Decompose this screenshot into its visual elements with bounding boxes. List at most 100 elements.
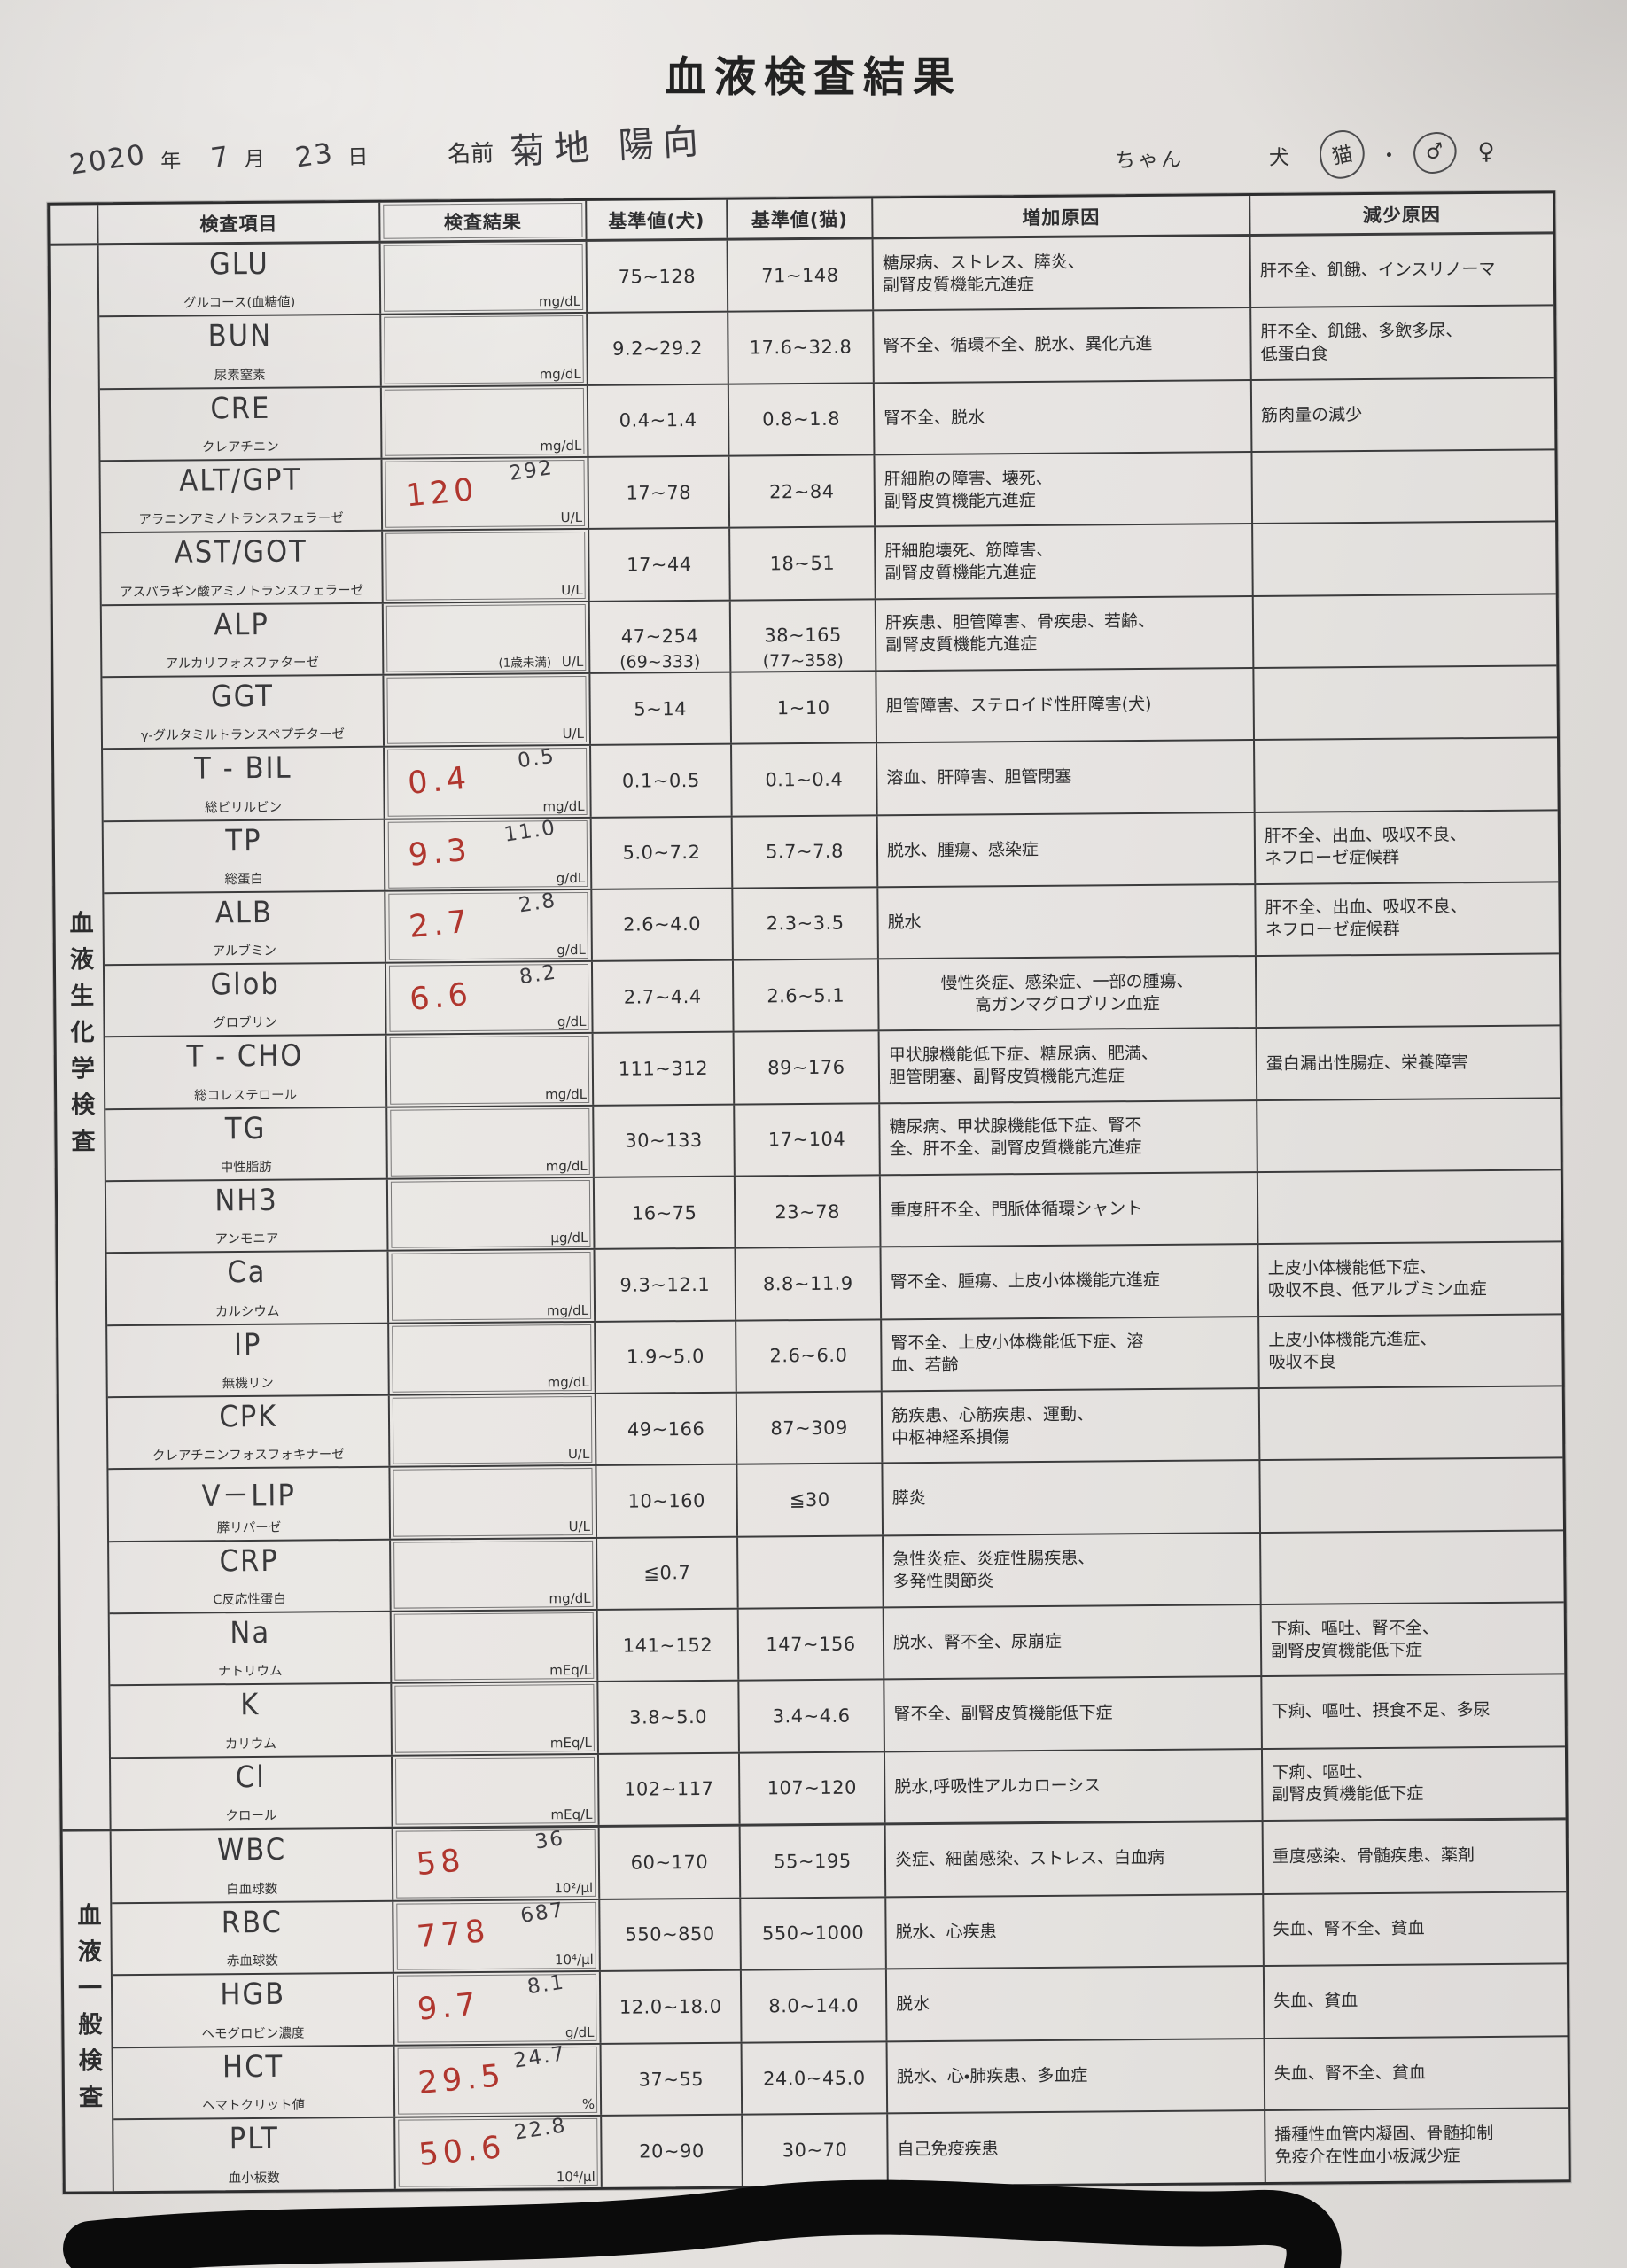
ref-cat-main: 18~51 (769, 552, 836, 575)
test-name: 中性脂肪 (220, 1160, 272, 1176)
test-item-cell: TP 総蛋白 (103, 819, 386, 893)
ref-range-cat-cell: 18~51 (730, 527, 876, 600)
table-body: 血液生化学検査 GLU グルコース(血糖値) mg/dL 75~128 71~1… (50, 234, 1569, 2192)
unit: mg/dL (547, 1373, 589, 1391)
increase-cause: 膵炎 (883, 1461, 1262, 1534)
ref-cat-main: 0.1~0.4 (765, 768, 844, 791)
ref-dog-main: 1.9~5.0 (626, 1346, 705, 1368)
ref-dog-main: 75~128 (618, 265, 697, 288)
test-name: 尿素窒素 (214, 368, 266, 383)
ref-dog-main: 9.2~29.2 (612, 337, 703, 360)
ref-cat-main: 30~70 (782, 2139, 848, 2162)
ref-dog-main: 5~14 (634, 697, 688, 720)
test-abbr: T - BIL (193, 750, 292, 787)
decrease-cause: 肝不全、飢餓、インスリノーマ (1259, 259, 1496, 282)
unit: mg/dL (542, 797, 585, 814)
unit: 10⁴/μl (554, 1952, 594, 1969)
month-label: 月 (244, 147, 266, 172)
decrease-cause: 下痢、嘔吐、腎不全、 副腎皮質機能低下症 (1270, 1617, 1439, 1661)
test-item-cell: RBC 赤血球数 (112, 1901, 394, 1975)
ref-range-dog-cell: 0.4~1.4 (588, 384, 730, 456)
test-item-cell: ALT/GPT アラニンアミノトランスフェラーゼ (100, 459, 384, 532)
ref-range-dog-cell: 20~90 (602, 2116, 743, 2187)
name-label: 名前 (447, 140, 494, 168)
result-cell: 9.3 11.0 g/dL (385, 816, 593, 890)
test-abbr: T - CHO (186, 1038, 304, 1076)
decrease-cause: 播種性血管内凝固、骨髄抑制 免疫介在性血小板減少症 (1274, 2124, 1494, 2168)
date-month-value: 7 (208, 140, 233, 175)
test-abbr: GLU (208, 246, 269, 283)
ref-range-dog-cell: 47~254 (69~333) (589, 601, 732, 672)
unit-label: U/L (556, 726, 584, 742)
test-name: 総蛋白 (224, 872, 264, 887)
result-value-handwritten-black: 36 (533, 1826, 566, 1854)
ref-cat-main: 22~84 (768, 480, 835, 502)
ref-dog-main: 30~133 (625, 1130, 703, 1153)
increase-cause: 肝細胞壊死、筋障害、 副腎皮質機能亢進症 (876, 524, 1254, 598)
result-value-handwritten-red: 120 (404, 471, 480, 515)
result-cell: U/L (389, 1394, 597, 1467)
unit: mg/dL (544, 1085, 588, 1103)
ref-dog-main: 5.0~7.2 (622, 842, 701, 864)
unit: U/L (561, 581, 583, 598)
ref-range-cat-cell: 55~195 (740, 1825, 887, 1898)
test-abbr: ALT/GPT (179, 462, 302, 499)
unit: g/dL (556, 869, 586, 887)
table-row: AST/GOT アスパラギン酸アミノトランスフェラーゼ U/L 17~44 18… (101, 522, 1556, 606)
test-name: クレアチニン (201, 439, 279, 455)
test-name: カルシウム (214, 1304, 280, 1319)
result-cell: 0.4 0.5 mg/dL (385, 745, 592, 819)
unit-label: U/L (562, 1446, 590, 1462)
test-abbr: V－LIP (201, 1479, 296, 1515)
ref-dog-main: 0.1~0.5 (621, 769, 700, 792)
ref-range-dog-cell: 12.0~18.0 (600, 1970, 743, 2043)
increase-cause: 炎症、細菌感染、ストレス、白血病 (885, 1821, 1265, 1896)
ref-cat-main: 71~148 (761, 264, 839, 287)
ref-range-cat-cell: 24.0~45.0 (742, 2042, 889, 2115)
result-cell: 778 687 10⁴/μl (393, 1898, 601, 1972)
ref-range-dog-cell: 1.9~5.0 (596, 1321, 737, 1393)
decrease-cause (1260, 1386, 1563, 1459)
ref-range-cat-cell: 0.8~1.8 (728, 384, 876, 455)
ref-range-cat-cell: 8.8~11.9 (736, 1247, 883, 1320)
result-value-handwritten-black: 24.7 (511, 2041, 568, 2073)
pet-sex-line: ちゃん 犬 猫 ・ ♂ ♀ (1115, 126, 1496, 183)
ref-dog-main: 10~160 (627, 1489, 706, 1512)
section-sidebar: 血液一般検査 (62, 1831, 114, 2192)
decrease-cause (1258, 1170, 1561, 1243)
test-item-cell: HCT ヘマトクリット値 (113, 2046, 396, 2119)
decrease-cause: 失血、腎不全、貧血 (1273, 2062, 1426, 2084)
result-value-handwritten-black: 8.1 (525, 1970, 567, 2000)
ref-range-dog-cell: 2.7~4.4 (592, 960, 735, 1033)
ref-range-dog-cell: 60~170 (599, 1826, 742, 1899)
test-name: グルコース(血糖値) (183, 295, 296, 311)
ref-range-dog-cell: 17~78 (588, 456, 731, 529)
ref-range-dog-cell: 141~152 (597, 1609, 740, 1682)
species-dog-label: 犬 (1268, 146, 1290, 170)
decrease-cause (1254, 666, 1557, 739)
species-cat-circled: 猫 (1315, 126, 1369, 183)
test-abbr: BUN (207, 318, 272, 354)
unit: U/L (562, 726, 584, 742)
test-item-cell: Glob グロブリン (104, 963, 387, 1037)
year-label: 年 (160, 149, 182, 174)
unit: g/dL (557, 942, 586, 959)
decrease-cause (1255, 739, 1558, 812)
sex-male-circled: ♂ (1410, 128, 1460, 177)
ref-range-cat-cell: 8.0~14.0 (741, 1969, 888, 2042)
header-increase: 増加原因 (873, 196, 1251, 237)
ref-cat-main: 5.7~7.8 (765, 840, 845, 863)
unit: mEq/L (550, 1806, 593, 1823)
test-name: 膵リパーゼ (216, 1520, 282, 1535)
ref-dog-main: 49~166 (627, 1418, 705, 1441)
unit-label: mg/dL (533, 438, 581, 454)
test-item-cell: Cl クロール (110, 1756, 393, 1829)
unit-label: mg/dL (541, 1302, 588, 1318)
test-abbr: Ca (227, 1255, 267, 1291)
unit-label: (1歳未満) U/L (498, 652, 583, 671)
ref-dog-main: 20~90 (639, 2140, 705, 2163)
ref-range-dog-cell: 16~75 (594, 1177, 736, 1249)
ref-dog-main: 17~78 (626, 481, 692, 504)
result-value-handwritten-black: 22.8 (512, 2114, 568, 2146)
ref-dog-main: 102~117 (624, 1778, 714, 1800)
